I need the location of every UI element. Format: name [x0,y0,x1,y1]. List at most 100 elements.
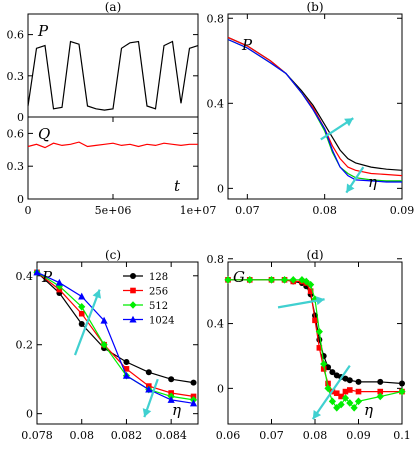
panel-a-1-series-0-line [27,141,198,149]
panel-b-y-tick-label: 0 [217,182,224,195]
panel-d-label: (d) [306,248,323,262]
panel-d-y-tick-label: 0.4 [207,318,225,331]
panel-d-series-2-point [307,280,315,289]
panel-a-x-tick-label: 5e+06 [95,204,132,217]
panel-c-series-3-point [33,268,41,276]
legend-marker-3 [129,315,137,323]
panel-b-symbol: P [241,36,253,54]
panel-c-series-0-point [190,379,197,386]
legend-marker-2 [129,301,137,309]
panel-d-series-2-point [302,277,310,286]
panel-b-xlabel: η [368,173,377,191]
legend-label-0: 128 [149,272,168,283]
panel-d-series-2-point [289,276,297,284]
panel-c-series-2-point [100,340,108,349]
panel-c-series-3-line [36,271,194,404]
panel-a-x-tick-label: 0 [25,204,32,217]
panel-d-series-2-point [320,360,328,368]
panel-b-y-tick-label: 0.4 [207,97,225,110]
panel-b-x-tick-label: 0.08 [312,204,337,217]
panel-c-series-2-point [78,303,86,311]
legend-marker-1 [130,287,136,294]
panel-c-series-0-point [168,376,175,383]
panel-d-series-1-point [342,388,349,395]
panel-a-xlabel: t [174,177,181,195]
panel-a-0-y-tick-label: 0.6 [7,29,25,42]
panel-d-series-2-point [267,276,276,284]
panel-d-x-tick-label: 0.09 [346,429,371,442]
panel-c-arrow-down-head [142,408,152,418]
panel-d-series-2-point [328,397,336,406]
panel-d-series-1-point [338,393,344,400]
panel-d-series-2-point [333,404,341,412]
panel-c-xlabel: η [172,401,181,419]
panel-d-series-2-point [246,276,254,284]
panel-b-label: (b) [306,0,323,14]
panel-c-y-tick-label: 0 [26,408,33,421]
panel-c-series-3-point [189,399,198,407]
panel-d-series-0-point [399,380,405,387]
panel-d-series-2-point [324,384,332,393]
panel-c-series-3-point [55,278,63,286]
panel-c-frame [36,261,199,425]
panel-d-series-1-point [333,390,340,397]
panel-d-series-1-point [347,387,353,393]
panel-a-0-y-tick-label: 0.3 [7,70,25,83]
panel-c-series-3-point [78,292,86,300]
legend-marker-0 [130,273,136,279]
panel-b-frame [227,13,403,200]
panel-c-series-1-point [123,366,130,372]
panel-c-series-2-line [36,271,194,401]
panel-c-series-1-point [78,310,85,317]
panel-d-arrow-down-head [312,410,322,420]
legend-label-3: 1024 [149,316,174,327]
panel-d-series-2-point [346,399,354,407]
panel-c-x-tick-label: 0.084 [155,429,187,442]
panel-d-x-tick-label: 0.06 [216,429,241,442]
panel-d-series-0-point [346,377,353,384]
panel-d-series-1-point [312,317,318,324]
panel-c-series-3-point [122,371,131,379]
panel-d-series-1-point [320,366,327,372]
panel-c-series-3-point [100,316,108,324]
panel-c-series-3-point [145,385,153,393]
panel-d-arrow-down [311,365,351,420]
panel-b-series-1-line [227,36,403,177]
panel-d-x-tick-label: 0.08 [303,429,328,442]
panel-a-label: (a) [105,0,122,14]
panel-d-series-2-point [354,397,363,406]
panel-c-x-tick-label: 0.082 [111,429,143,442]
panel-b-series-0-line [227,36,403,171]
panel-d-series-0-point [377,378,384,385]
panel-c-series-3-point [167,396,175,403]
panel-c-series-0-point [123,358,130,365]
panel-c-series-0-point [145,369,152,376]
panel-c-x-tick-label: 0.078 [21,429,53,442]
panel-d-series-2-point [376,392,384,401]
panel-d-frame [227,261,403,425]
panel-c-arrow-up-head [92,289,102,299]
panel-c-x-tick-label: 0.08 [69,429,94,442]
panel-d-y-tick-label: 0.8 [207,253,225,266]
panel-b-x-tick-label: 0.09 [390,204,415,217]
panel-b-series-3-line [227,38,402,183]
panel-a-0-series-0-line [27,40,199,111]
panel-d-series-2-point [337,400,345,409]
panel-a-0-symbol: P [37,22,49,40]
panel-a-frame-0 [27,13,199,118]
panel-d-x-tick-label: 0.07 [259,429,284,442]
panel-d-series-0-point [325,364,332,371]
panel-a-0-y-tick-label: 0 [17,111,24,124]
panel-c-series-1-line [36,271,194,397]
panel-d-series-0-point [355,378,362,385]
panel-d-series-2-point [224,276,232,284]
panel-d-series-2-point [280,276,289,284]
panel-d-series-2-point [341,394,350,402]
panel-c-label: (c) [105,248,121,262]
panel-c-y-tick-label: 0.4 [16,270,34,283]
panel-d-arrow-right-head [315,296,325,306]
panel-b-arrow-up-head [344,118,354,127]
panel-b-y-tick-label: 0.8 [207,12,225,25]
panel-d-series-2-point [350,404,358,412]
